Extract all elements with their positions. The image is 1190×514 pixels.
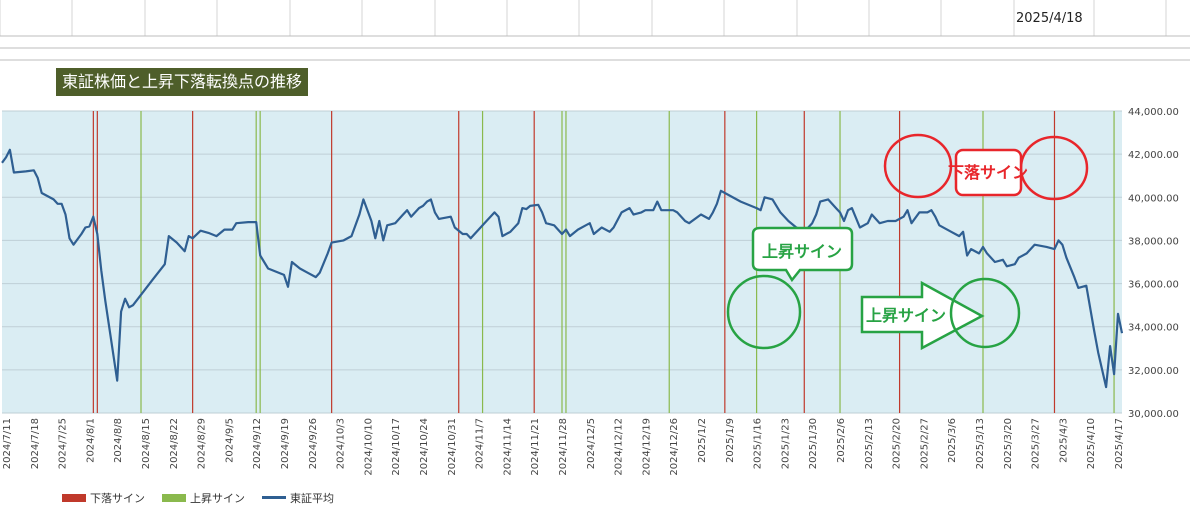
x-tick-label-5: 2024/8/15 bbox=[141, 418, 152, 469]
x-tick-label-7: 2024/8/29 bbox=[197, 418, 208, 469]
x-tick-label-33: 2025/2/27 bbox=[919, 418, 930, 469]
legend: 下落サイン 上昇サイン 東証平均 bbox=[62, 492, 334, 505]
annotations: 下落サイン 上昇サイン 上昇サイン bbox=[726, 133, 1089, 351]
legend-swatch-price bbox=[262, 496, 286, 499]
y-tick-label-1: 32,000.00 bbox=[1128, 366, 1179, 377]
x-tick-label-13: 2024/10/10 bbox=[363, 418, 374, 476]
x-tick-label-24: 2024/12/26 bbox=[669, 418, 680, 476]
y-tick-label-0: 30,000.00 bbox=[1128, 409, 1179, 420]
date-cell[interactable]: 2025/4/18 bbox=[1016, 11, 1083, 26]
x-tick-label-27: 2025/1/16 bbox=[753, 418, 764, 469]
x-tick-label-39: 2025/4/10 bbox=[1086, 418, 1097, 469]
x-tick-label-26: 2025/1/9 bbox=[725, 418, 736, 463]
x-tick-label-11: 2024/9/26 bbox=[308, 418, 319, 469]
legend-label-sell: 下落サイン bbox=[90, 492, 145, 505]
buy-callout-box bbox=[751, 226, 854, 283]
x-tick-label-31: 2025/2/13 bbox=[864, 418, 875, 469]
x-tick-label-20: 2024/11/28 bbox=[558, 418, 569, 476]
buy-circle-right bbox=[949, 277, 1021, 349]
x-tick-label-40: 2025/4/17 bbox=[1114, 418, 1125, 469]
buy-callout-label: 上昇サイン bbox=[762, 242, 842, 261]
x-tick-label-38: 2025/4/3 bbox=[1058, 418, 1069, 463]
sell-label-box bbox=[954, 148, 1023, 197]
x-tick-label-35: 2025/3/13 bbox=[975, 418, 986, 469]
legend-swatch-sell bbox=[62, 494, 86, 502]
x-tick-label-32: 2025/2/20 bbox=[892, 418, 903, 469]
x-tick-label-6: 2024/8/22 bbox=[169, 418, 180, 469]
x-tick-label-17: 2024/11/7 bbox=[475, 418, 486, 469]
x-tick-label-3: 2024/8/1 bbox=[85, 418, 96, 463]
grid-lines bbox=[0, 0, 1190, 61]
sell-circle-left bbox=[883, 133, 953, 199]
x-tick-label-22: 2024/12/12 bbox=[614, 418, 625, 476]
legend-label-buy: 上昇サイン bbox=[190, 492, 245, 505]
x-tick-label-8: 2024/9/5 bbox=[224, 418, 235, 463]
x-tick-label-10: 2024/9/19 bbox=[280, 418, 291, 469]
legend-label-price: 東証平均 bbox=[290, 492, 334, 505]
price-series-line bbox=[1, 148, 1124, 389]
x-tick-label-1: 2024/7/18 bbox=[30, 418, 41, 469]
y-tick-label-6: 42,000.00 bbox=[1128, 150, 1179, 161]
x-tick-label-37: 2025/3/27 bbox=[1031, 418, 1042, 469]
x-tick-label-12: 2024/10/3 bbox=[336, 418, 347, 469]
x-tick-label-15: 2024/10/24 bbox=[419, 418, 430, 476]
x-tick-label-4: 2024/8/8 bbox=[113, 418, 124, 463]
y-tick-label-4: 38,000.00 bbox=[1128, 236, 1179, 247]
y-tick-label-5: 40,000.00 bbox=[1128, 193, 1179, 204]
x-tick-label-9: 2024/9/12 bbox=[252, 418, 263, 469]
x-tick-label-2: 2024/7/25 bbox=[58, 418, 69, 469]
x-tick-label-34: 2025/3/6 bbox=[947, 418, 958, 463]
x-tick-label-18: 2024/11/14 bbox=[502, 418, 513, 476]
x-tick-label-25: 2025/1/2 bbox=[697, 418, 708, 463]
x-tick-label-36: 2025/3/20 bbox=[1003, 418, 1014, 469]
x-tick-label-19: 2024/11/21 bbox=[530, 418, 541, 476]
legend-swatch-buy bbox=[162, 494, 186, 502]
buy-circle-left bbox=[726, 274, 802, 350]
x-tick-label-28: 2025/1/23 bbox=[780, 418, 791, 469]
x-tick-label-23: 2024/12/19 bbox=[641, 418, 652, 476]
signal-lines bbox=[92, 111, 1115, 413]
x-tick-label-30: 2025/2/6 bbox=[836, 418, 847, 463]
buy-arrow bbox=[860, 280, 985, 351]
sell-label: 下落サイン bbox=[948, 163, 1028, 182]
y-tick-label-2: 34,000.00 bbox=[1128, 323, 1179, 334]
x-tick-label-0: 2024/7/11 bbox=[2, 418, 13, 469]
spreadsheet-grid bbox=[0, 0, 1190, 61]
y-tick-label-3: 36,000.00 bbox=[1128, 280, 1179, 291]
x-tick-label-16: 2024/10/31 bbox=[447, 418, 458, 476]
x-tick-label-29: 2025/1/30 bbox=[808, 418, 819, 469]
y-axis-ticks: 30,000.00 32,000.00 34,000.00 36,000.00 38,0… bbox=[1128, 107, 1179, 420]
chart-title: 東証株価と上昇下落転換点の推移 bbox=[56, 68, 309, 96]
y-tick-label-7: 44,000.00 bbox=[1128, 107, 1179, 118]
x-axis-ticks: 2024/7/11 2024/7/18 2024/7/25 2024/8/1 2024/… bbox=[2, 418, 1125, 476]
x-tick-label-14: 2024/10/17 bbox=[391, 418, 402, 476]
x-tick-label-21: 2024/12/5 bbox=[586, 418, 597, 469]
buy-arrow-label: 上昇サイン bbox=[866, 306, 946, 325]
